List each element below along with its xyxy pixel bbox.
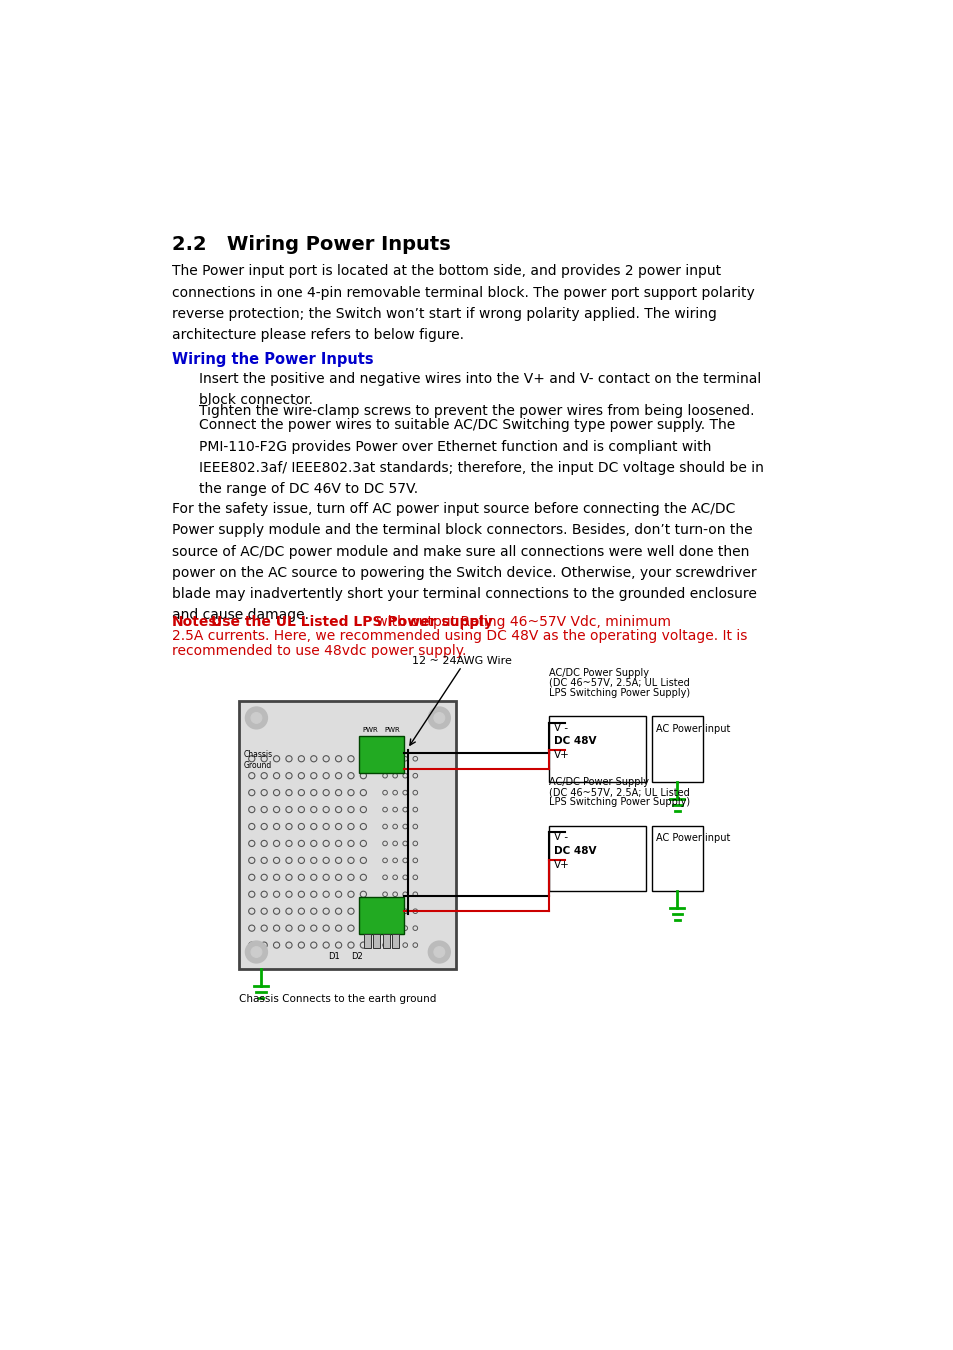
Text: For the safety issue, turn off AC power input source before connecting the AC/DC: For the safety issue, turn off AC power … [172,502,756,622]
Bar [373,934,380,948]
Text: DC 48V: DC 48V [554,845,596,856]
Text: The Power input port is located at the bottom side, and provides 2 power input
c: The Power input port is located at the b… [172,265,754,342]
Text: AC/DC Power Supply: AC/DC Power Supply [549,778,649,787]
Circle shape [428,941,450,963]
Bar [549,717,645,782]
Text: Chassis Connects to the earth ground: Chassis Connects to the earth ground [239,994,436,1003]
Text: Notes:: Notes: [172,614,223,629]
Bar [359,736,404,772]
Text: AC Power input: AC Power input [655,724,729,734]
Circle shape [428,707,450,729]
Bar [652,826,702,891]
Bar [652,717,702,782]
Text: recommended to use 48vdc power supply.: recommended to use 48vdc power supply. [172,644,466,657]
Text: Chassis
Ground: Chassis Ground [243,749,273,770]
Text: Use the UL Listed LPS Power supply: Use the UL Listed LPS Power supply [211,614,492,629]
Text: Connect the power wires to suitable AC/DC Switching type power supply. The
PMI-1: Connect the power wires to suitable AC/D… [199,418,763,495]
Text: Tighten the wire-clamp screws to prevent the power wires from being loosened.: Tighten the wire-clamp screws to prevent… [199,404,754,417]
Circle shape [434,946,444,957]
Text: 2.5A currents. Here, we recommended using DC 48V as the operating voltage. It is: 2.5A currents. Here, we recommended usin… [172,629,746,644]
Circle shape [251,946,261,957]
Text: V -: V - [554,832,568,842]
Bar [364,934,371,948]
Bar [549,826,645,891]
Text: Insert the positive and negative wires into the V+ and V- contact on the termina: Insert the positive and negative wires i… [199,373,760,408]
Text: (DC 46~57V, 2.5A; UL Listed: (DC 46~57V, 2.5A; UL Listed [549,787,689,798]
Text: V+: V+ [554,751,569,760]
Text: 2.2   Wiring Power Inputs: 2.2 Wiring Power Inputs [172,235,450,254]
Text: V+: V+ [554,860,569,869]
Text: AC Power input: AC Power input [655,833,729,844]
Bar [382,934,390,948]
Text: Wiring the Power Inputs: Wiring the Power Inputs [172,352,374,367]
Circle shape [251,713,261,724]
Text: LPS Switching Power Supply): LPS Switching Power Supply) [549,798,690,807]
Text: D1: D1 [328,952,339,961]
Circle shape [245,707,267,729]
Text: (DC 46~57V, 2.5A; UL Listed: (DC 46~57V, 2.5A; UL Listed [549,678,689,688]
Text: PWR: PWR [362,726,377,733]
Bar [239,701,456,969]
Text: LPS Switching Power Supply): LPS Switching Power Supply) [549,688,690,698]
Text: DC 48V: DC 48V [554,736,596,747]
Circle shape [245,941,267,963]
Text: with output Rating 46~57V Vdc, minimum: with output Rating 46~57V Vdc, minimum [372,614,670,629]
Text: PWR: PWR [384,726,399,733]
Text: 12 ~ 24AWG Wire: 12 ~ 24AWG Wire [412,656,511,667]
Text: V -: V - [554,722,568,733]
Text: D2: D2 [351,952,363,961]
Text: AC/DC Power Supply: AC/DC Power Supply [549,668,649,678]
Circle shape [434,713,444,724]
Bar [392,934,398,948]
Bar [359,898,404,934]
